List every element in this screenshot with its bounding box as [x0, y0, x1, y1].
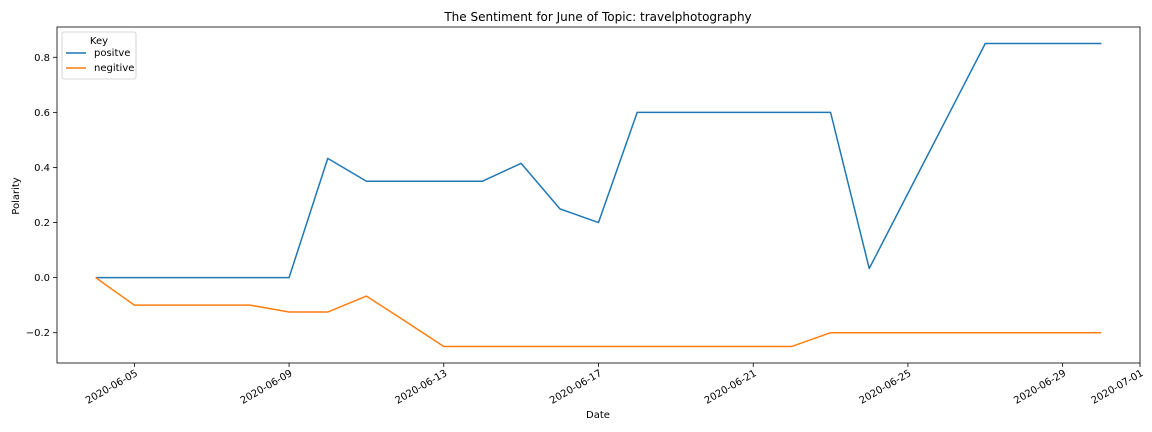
y-tick-label: 0.8: [34, 53, 50, 64]
y-axis: −0.2 0.0 0.2 0.4 0.6 0.8: [26, 53, 57, 339]
y-tick-label: 0.6: [34, 108, 50, 119]
series-line-negitive: [95, 277, 1102, 348]
legend-label-positve: positve: [94, 48, 130, 59]
series-layer: [95, 42, 1102, 348]
y-tick-label: −0.2: [26, 328, 50, 339]
series-line-positve: [95, 42, 1102, 279]
y-tick-label: 0.4: [34, 163, 50, 174]
chart-title: The Sentiment for June of Topic: travelp…: [443, 10, 751, 24]
y-tick-label: 0.2: [34, 218, 50, 229]
y-axis-label: Polarity: [11, 177, 22, 215]
x-axis-label: Date: [586, 410, 610, 421]
legend-label-negitive: negitive: [94, 63, 134, 74]
legend-entries: positve negitive: [66, 48, 134, 74]
legend-title: Key: [90, 36, 108, 47]
legend: Key positve negitive: [61, 31, 137, 80]
y-tick-label: 0.0: [34, 273, 50, 284]
